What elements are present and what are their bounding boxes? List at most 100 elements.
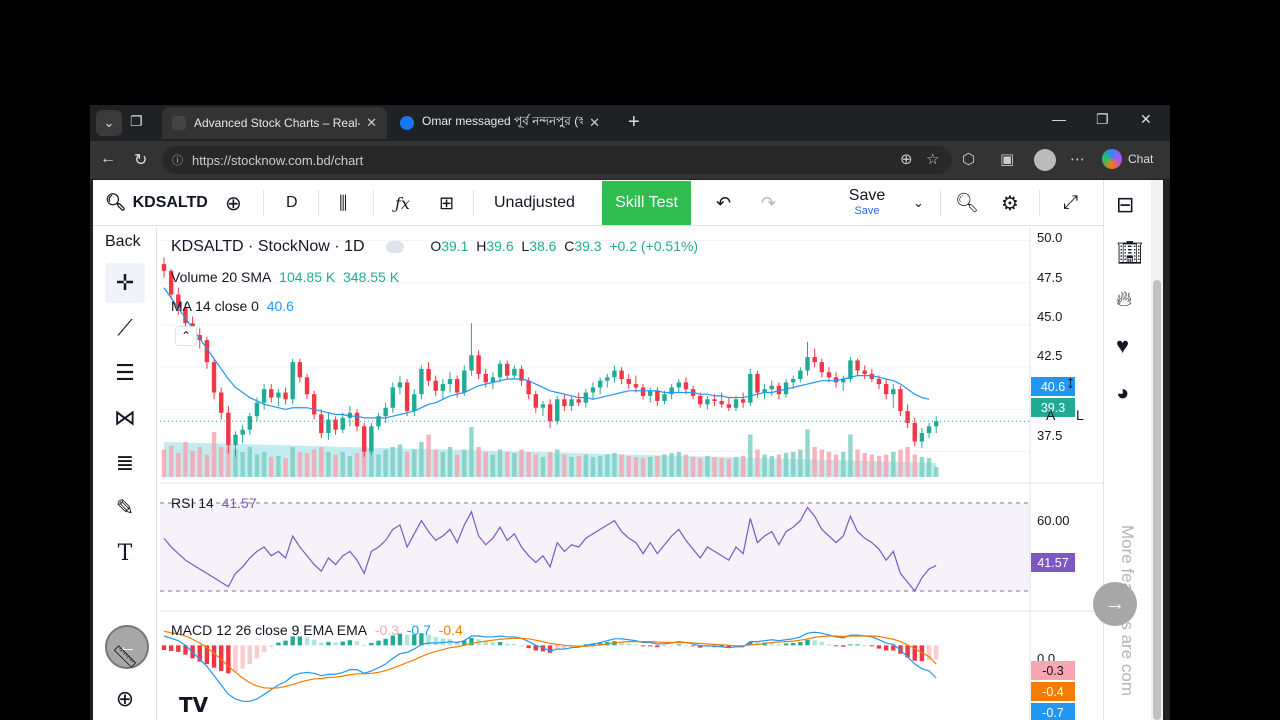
macd-histogram-bar [648, 645, 653, 647]
volume-bar [547, 452, 553, 477]
volume-bar [290, 447, 295, 477]
skill-test-button[interactable]: Skill Test [602, 181, 691, 225]
macd-histogram-bar [597, 643, 603, 646]
adjustment-button[interactable]: Unadjusted [494, 194, 575, 211]
chart-canvas[interactable] [160, 227, 1103, 720]
restore-icon[interactable]: ❐ [1096, 111, 1109, 127]
extensions-icon[interactable]: ⬡ [962, 151, 976, 168]
close-window-icon[interactable]: ✕ [1140, 111, 1152, 127]
macd-histogram-bar [669, 645, 674, 647]
volume-bar [526, 452, 531, 477]
tab-actions-menu[interactable]: ⌄ [96, 110, 122, 136]
page-scrollbar[interactable] [1151, 180, 1163, 720]
profile-avatar[interactable] [1034, 149, 1056, 171]
volume-bar [447, 447, 453, 477]
brush-icon[interactable]: ✎ [115, 495, 135, 520]
favorites-heart-icon[interactable]: ♥ [1116, 333, 1130, 358]
save-dropdown-chevron-icon[interactable]: ⌄ [913, 195, 924, 210]
undo-icon[interactable]: ↶ [716, 192, 732, 213]
watchlist-icon[interactable]: ⊟ [1116, 192, 1135, 217]
scroll-right-arrow-icon[interactable]: → [1093, 582, 1137, 626]
macd-histogram-bar [426, 634, 431, 646]
candle-body [347, 412, 353, 418]
refresh-icon[interactable]: ↻ [134, 152, 148, 169]
workspaces-icon[interactable]: ❐ [130, 113, 143, 129]
candles-type-icon[interactable]: ⫼ [339, 192, 348, 213]
url-field[interactable]: ⓘ https://stocknow.com.bd/chart [162, 146, 952, 174]
ma-label: MA 14 close 0 [171, 298, 259, 314]
horizontal-lines-icon[interactable]: ☰ [115, 360, 135, 385]
tab-stock-charts[interactable]: Advanced Stock Charts – Real-Tim ✕ [162, 107, 387, 139]
macd-histogram-bar [376, 640, 381, 646]
close-tab-icon[interactable]: ✕ [589, 115, 600, 130]
more-icon[interactable]: ⋯ [1070, 151, 1085, 168]
macd-histogram-bar [791, 643, 796, 646]
candle-body [812, 357, 817, 363]
save-button[interactable]: Save Save [845, 187, 889, 217]
candle-body [454, 379, 460, 393]
fib-retracement-icon[interactable]: ≣ [115, 450, 135, 475]
redo-icon[interactable]: ↷ [761, 192, 777, 213]
macd-histogram-bar [269, 645, 274, 647]
macd-line [163, 631, 937, 702]
close-tab-icon[interactable]: ✕ [366, 115, 377, 130]
fullscreen-icon[interactable]: ⤢ [1063, 192, 1079, 213]
back-button[interactable]: Back [105, 233, 141, 250]
copilot-chat-button[interactable]: Chat [1102, 149, 1153, 169]
quick-search-icon[interactable]: 🔍︎ [955, 193, 980, 214]
trend-line-icon[interactable]: ⟋ [117, 315, 133, 340]
pie-chart-icon[interactable]: ◕ [1116, 380, 1130, 405]
macd-histogram-bar [176, 645, 181, 652]
legend-toggle-icon[interactable] [386, 241, 405, 254]
tab-facebook[interactable]: Omar messaged পূর্ব নন্দনপুর (স্ক ✕ [390, 107, 610, 139]
symbol-search[interactable]: 🔍︎ KDSALTD [105, 180, 208, 226]
macd-histogram-bar [833, 645, 839, 647]
volume-bar [776, 454, 782, 477]
candle-body [934, 421, 939, 427]
ma-line [163, 287, 930, 419]
text-tool-icon[interactable]: T [117, 540, 133, 566]
volume-bar [812, 447, 817, 477]
compare-add-icon[interactable]: ⊕ [225, 192, 242, 215]
ruler-icon[interactable]: 📏︎ [111, 644, 139, 669]
log-scale-button[interactable]: L [1076, 407, 1084, 423]
scrollbar-thumb[interactable] [1153, 280, 1161, 720]
volume-bar [848, 434, 853, 477]
rsi-line [163, 506, 937, 593]
facebook-favicon-icon [400, 116, 414, 130]
zoom-in-icon[interactable]: ⊕ [115, 686, 135, 711]
candle-body [412, 394, 417, 412]
minimize-icon[interactable]: — [1052, 111, 1066, 127]
volume-bar [354, 453, 360, 477]
pattern-icon[interactable]: ⋈ [114, 405, 136, 430]
candle-body [569, 399, 574, 407]
hotlist-flame-icon[interactable]: 🔥︎ [1116, 286, 1133, 311]
volume-bar [476, 447, 481, 477]
interval-button[interactable]: D [286, 194, 298, 211]
divider [1039, 190, 1040, 216]
layouts-grid-icon[interactable]: ⊞ [439, 192, 455, 213]
macd-signal-badge: -0.4 [1031, 682, 1075, 701]
candle-body [533, 394, 538, 408]
auto-scale-button[interactable]: A [1046, 407, 1056, 423]
site-info-icon[interactable]: ⓘ [172, 155, 183, 167]
indicators-fx-icon[interactable]: ƒx [395, 193, 410, 213]
macd-histogram-bar [233, 645, 238, 672]
back-icon[interactable]: ← [100, 150, 116, 167]
new-tab-button[interactable]: + [628, 111, 640, 133]
zoom-icon[interactable]: ⊕ [900, 151, 913, 168]
ma-value: 40.6 [266, 298, 294, 314]
settings-gear-icon[interactable]: ⚙ [1001, 192, 1019, 215]
address-bar: ← ↻ ⓘ https://stocknow.com.bd/chart ⊕ ☆ … [90, 141, 1170, 179]
volume-bar [612, 453, 617, 477]
volume-bar [855, 449, 860, 477]
volume-bar [254, 454, 260, 477]
favorite-star-icon[interactable]: ☆ [926, 151, 940, 168]
macd-line-value: -0.7 [406, 622, 431, 638]
crosshair-icon[interactable]: ✛ [105, 263, 145, 303]
screenshot-icon[interactable]: ▣ [1000, 151, 1015, 168]
collapse-legend-button[interactable]: ⌃ [175, 326, 197, 346]
candle-body [211, 362, 217, 393]
scroll-left-arrow-icon[interactable]: ← [105, 625, 149, 669]
company-building-icon[interactable]: 🏢︎ [1116, 240, 1144, 265]
